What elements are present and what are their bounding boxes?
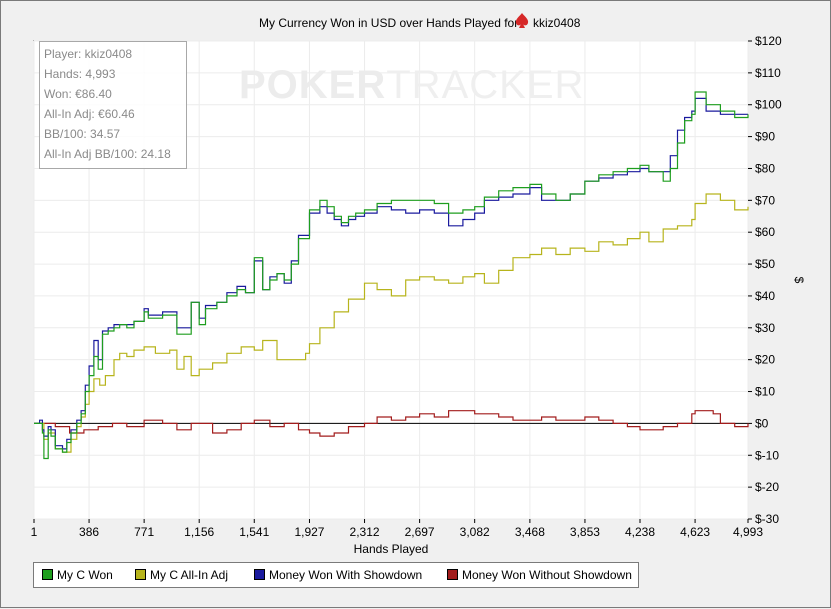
y-axis-label: $ <box>792 277 806 284</box>
y-tick-label: $100 <box>755 98 782 112</box>
spade-icon <box>515 13 529 28</box>
series-line-money-won-without-showdown <box>34 410 749 437</box>
y-tick-label: $-20 <box>755 480 779 494</box>
series-line-my-c-won <box>34 91 749 460</box>
x-tick-label: 3,853 <box>570 525 600 539</box>
y-tick-label: $60 <box>755 225 775 239</box>
x-tick-label: 4,623 <box>680 525 710 539</box>
chart-title-player: kkiz0408 <box>533 16 581 30</box>
y-tick-label: $70 <box>755 193 775 207</box>
y-tick-label: $10 <box>755 385 775 399</box>
y-axis: $-30 $-20 $-10 $0 $10 $20 $30 $40 $50 $60 $70 $80 $9… <box>748 34 782 526</box>
x-axis: 1 386 771 1,156 1,541 1,927 2,312 2,697 3,082 3,4… <box>31 519 763 539</box>
y-tick-label: $90 <box>755 130 775 144</box>
legend-item-my-c-allin-adj[interactable]: My C All-In Adj <box>135 568 228 582</box>
x-tick-label: 1,541 <box>239 525 269 539</box>
y-tick-label: $-30 <box>755 512 779 526</box>
legend-label: My C All-In Adj <box>150 568 229 582</box>
series-group <box>34 91 749 460</box>
y-tick-label: $-10 <box>755 448 779 462</box>
y-tick-label: $110 <box>755 66 781 80</box>
y-tick-label: $30 <box>755 321 775 335</box>
legend-item-my-c-won[interactable]: My C Won <box>42 568 113 582</box>
pokertracker-watermark: POKERTRACKER <box>239 63 584 108</box>
y-tick-label: $80 <box>755 161 775 175</box>
stat-bb100: BB/100: 34.57 <box>44 127 121 141</box>
legend-label: Money Won Without Showdown <box>462 568 632 582</box>
x-tick-label: 2,697 <box>405 525 435 539</box>
x-tick-label: 386 <box>79 525 99 539</box>
stats-box: Player: kkiz0408 Hands: 4,993 Won: €86.4… <box>39 41 187 169</box>
watermark-bold: POKER <box>239 63 387 107</box>
chart-title: My Currency Won in USD over Hands Played… <box>259 16 518 30</box>
y-tick-label: $120 <box>755 34 782 48</box>
series-line-my-c-all-in-adj <box>34 193 749 453</box>
x-axis-label: Hands Played <box>354 542 429 556</box>
x-tick-label: 4,238 <box>625 525 655 539</box>
x-tick-label: 1,927 <box>294 525 324 539</box>
legend-label: My C Won <box>57 568 113 582</box>
x-tick-label: 771 <box>134 525 154 539</box>
y-tick-label: $0 <box>755 416 769 430</box>
legend-label: Money Won With Showdown <box>269 568 423 582</box>
chart-title-group: My Currency Won in USD over Hands Played… <box>259 13 581 30</box>
stat-allin-bb100: All-In Adj BB/100: 24.18 <box>44 147 171 161</box>
stat-allin-adj: All-In Adj: €60.46 <box>44 107 135 121</box>
legend: My C Won My C All-In Adj Money Won With … <box>33 562 639 588</box>
x-tick-label: 4,993 <box>733 525 763 539</box>
stat-hands: Hands: 4,993 <box>44 67 116 81</box>
stat-won: Won: €86.40 <box>44 87 112 101</box>
x-tick-label: 1 <box>31 525 38 539</box>
legend-item-won-with-showdown[interactable]: Money Won With Showdown <box>254 568 422 582</box>
legend-swatch-won-without-showdown <box>447 569 458 581</box>
legend-swatch-my-c-won <box>42 569 53 581</box>
legend-swatch-won-with-showdown <box>254 569 265 581</box>
x-tick-label: 1,156 <box>184 525 214 539</box>
y-tick-label: $50 <box>755 257 775 271</box>
y-tick-label: $20 <box>755 353 775 367</box>
x-tick-label: 3,082 <box>460 525 490 539</box>
x-tick-label: 3,468 <box>515 525 545 539</box>
y-tick-label: $40 <box>755 289 775 303</box>
legend-swatch-my-c-allin-adj <box>135 569 146 581</box>
watermark-light: TRACKER <box>386 63 585 107</box>
legend-item-won-without-showdown[interactable]: Money Won Without Showdown <box>447 568 632 582</box>
x-tick-label: 2,312 <box>350 525 380 539</box>
stat-player: Player: kkiz0408 <box>44 47 133 61</box>
